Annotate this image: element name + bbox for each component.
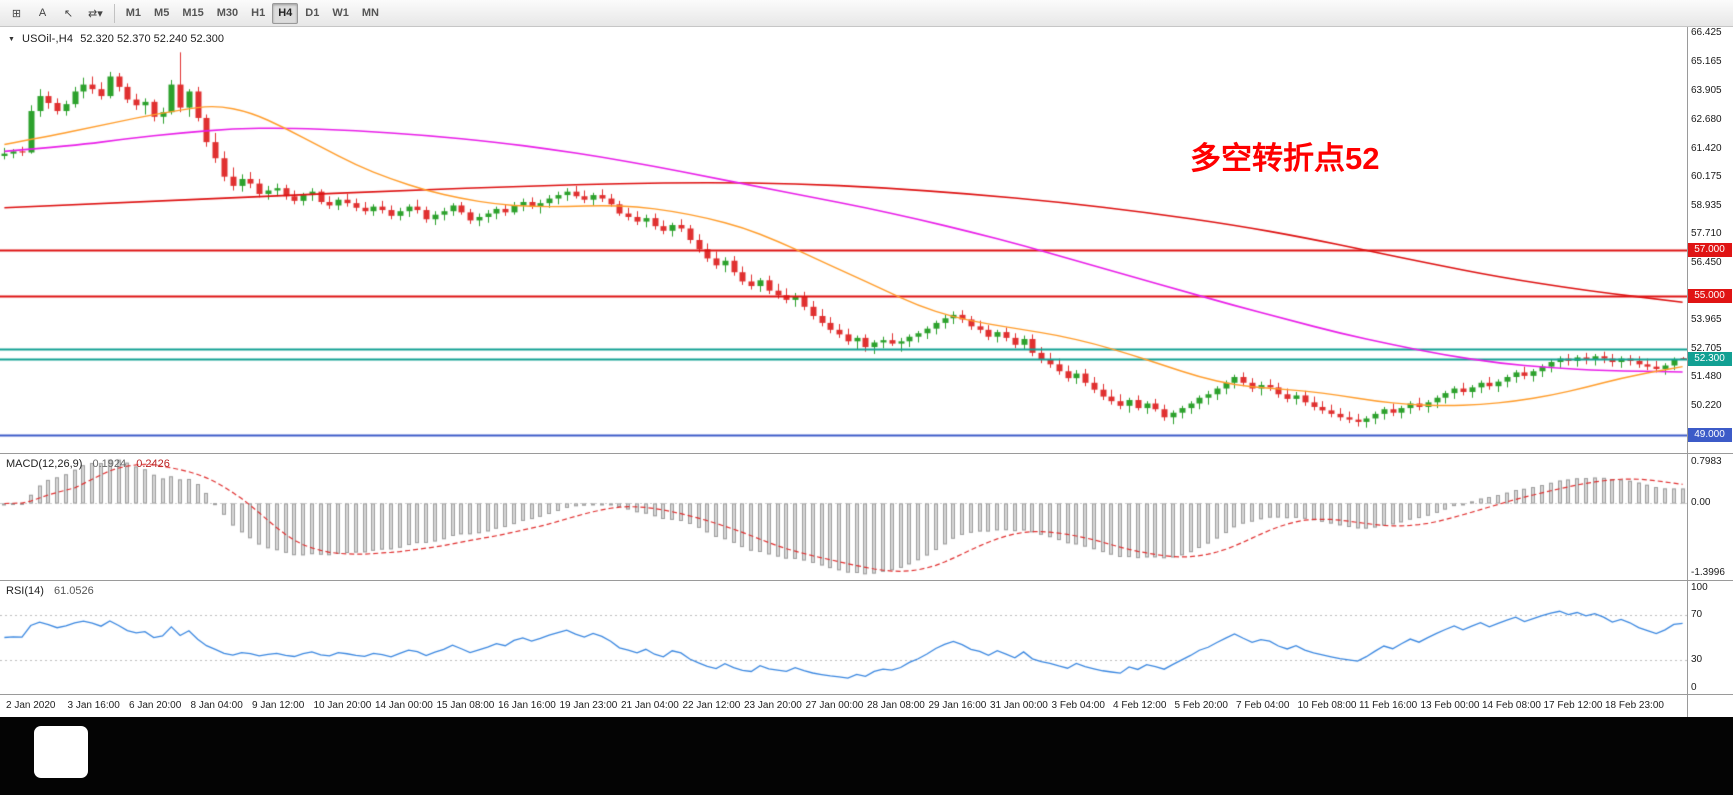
panel-separator [0, 694, 1733, 695]
macd-axis: 0.7983 0.00 -1.3996 [1687, 454, 1733, 580]
time-axis-label: 10 Feb 08:00 [1297, 700, 1357, 711]
timeframe-button-d1[interactable]: D1 [299, 3, 325, 24]
timeframe-button-mn[interactable]: MN [356, 3, 385, 24]
time-axis-label: 3 Jan 16:00 [67, 700, 120, 711]
time-axis-label: 9 Jan 12:00 [252, 700, 305, 711]
macd-panel: 0.7983 0.00 -1.3996 MACD(12,26,9) 0.1924 0… [0, 454, 1733, 580]
time-axis-label: 21 Jan 04:00 [621, 700, 679, 711]
cursor-tool-button[interactable]: ↖ [56, 3, 81, 24]
main-toolbar: ⊞ A ↖ ⇄▾ M1 M5 M15 M30 H1 H4 D1 W1 MN [0, 0, 1733, 27]
macd-label: MACD(12,26,9) 0.1924 0.2426 [6, 458, 177, 470]
time-axis-label: 29 Jan 16:00 [928, 700, 987, 711]
chart-annotation-text[interactable]: 多空转折点52 [1190, 141, 1380, 176]
timeframe-button-h4[interactable]: H4 [272, 2, 299, 24]
symbol-timeframe-label: USOil-,H4 [21, 33, 74, 45]
price-axis-label: 53.965 [1691, 314, 1722, 326]
price-axis-label: 63.905 [1691, 85, 1722, 97]
time-axis-label: 11 Feb 16:00 [1359, 700, 1418, 711]
time-axis-label: 5 Feb 20:00 [1174, 700, 1228, 711]
price-axis-label: 57.710 [1691, 228, 1722, 239]
chart-grid-icon-button[interactable]: ⊞ [4, 3, 29, 24]
text-annotation-button[interactable]: A [30, 3, 55, 24]
time-axis-label: 6 Jan 20:00 [129, 700, 182, 711]
time-axis-label: 14 Jan 00:00 [375, 700, 433, 711]
taskbar-item[interactable] [34, 726, 88, 778]
timeframe-group: M1 M5 M15 M30 H1 H4 D1 W1 MN [120, 2, 385, 24]
time-axis-label: 8 Jan 04:00 [190, 700, 243, 711]
time-axis-label: 10 Jan 20:00 [313, 700, 372, 711]
chart-title: ▼ USOil-,H4 52.320 52.370 52.240 52.300 [8, 33, 224, 45]
rsi-canvas[interactable] [0, 581, 1687, 694]
time-axis-label: 22 Jan 12:00 [682, 700, 741, 711]
price-axis-badge: 49.000 [1687, 427, 1732, 442]
macd-value-signal: 0.2426 [136, 458, 170, 470]
price-axis-label: 50.220 [1691, 400, 1722, 412]
price-axis-badge: 55.000 [1687, 289, 1732, 304]
price-axis-label: 51.480 [1691, 371, 1722, 383]
panel-separator[interactable] [0, 580, 1733, 581]
toolbar-separator [113, 3, 115, 23]
time-axis-label: 7 Feb 04:00 [1236, 700, 1290, 711]
macd-value-main: 0.1924 [92, 458, 127, 470]
time-axis-label: 23 Jan 20:00 [744, 700, 802, 711]
timeframe-button-m30[interactable]: M30 [211, 3, 244, 24]
rsi-scale-30: 30 [1691, 654, 1703, 666]
price-axis-label: 61.420 [1691, 142, 1722, 154]
time-axis-label: 14 Feb 08:00 [1482, 700, 1541, 711]
time-axis-label: 13 Feb 00:00 [1420, 700, 1480, 711]
toolbar-left-group: ⊞ A ↖ ⇄▾ [4, 3, 109, 24]
timeframe-button-h1[interactable]: H1 [245, 3, 271, 24]
price-axis-separator [1687, 27, 1688, 717]
price-axis-label: 62.680 [1691, 113, 1722, 125]
macd-canvas[interactable] [0, 454, 1687, 580]
price-axis-badge: 52.300 [1687, 351, 1732, 366]
time-axis-label: 3 Feb 04:00 [1051, 700, 1105, 711]
rsi-scale-100: 100 [1691, 582, 1708, 593]
time-axis-label: 15 Jan 08:00 [436, 700, 495, 711]
rsi-scale-0: 0 [1691, 682, 1697, 693]
taskbar [0, 717, 1733, 795]
rsi-panel: 100 70 30 0 RSI(14) 61.0526 [0, 581, 1733, 694]
rsi-label: RSI(14) 61.0526 [6, 585, 101, 597]
collapse-arrow-icon[interactable]: ▼ [8, 35, 15, 43]
rsi-value: 61.0526 [53, 585, 94, 597]
timeframe-button-w1[interactable]: W1 [326, 3, 355, 24]
panel-separator[interactable] [0, 453, 1733, 454]
timeframe-button-m5[interactable]: M5 [148, 3, 175, 24]
macd-scale-min: -1.3996 [1691, 567, 1725, 578]
timeframe-button-m15[interactable]: M15 [176, 3, 209, 24]
price-chart-panel: 66.425 65.165 63.905 62.680 61.420 60.175 58.9… [0, 27, 1733, 453]
time-axis-label: 18 Feb 23:00 [1605, 700, 1664, 711]
time-axis-label: 17 Feb 12:00 [1543, 700, 1603, 711]
timeframe-button-m1[interactable]: M1 [120, 3, 147, 24]
price-axis-label: 66.425 [1691, 27, 1722, 39]
price-axis-label: 52.705 [1691, 343, 1722, 355]
price-axis-label: 58.935 [1691, 199, 1722, 211]
price-axis-label: 56.450 [1691, 257, 1722, 269]
macd-scale-zero: 0.00 [1691, 497, 1711, 509]
rsi-scale-70: 70 [1691, 608, 1703, 620]
price-axis-label: 65.165 [1691, 56, 1722, 68]
timeframe-switch-button[interactable]: ⇄▾ [82, 3, 109, 24]
macd-scale-max: 0.7983 [1691, 456, 1722, 467]
price-axis-label: 60.175 [1691, 171, 1722, 183]
price-axis-badge: 57.000 [1687, 243, 1732, 258]
time-axis: 2 Jan 2020 3 Jan 16:00 6 Jan 20:00 8 Jan 04… [0, 695, 1733, 717]
time-axis-label: 31 Jan 00:00 [990, 700, 1048, 711]
time-axis-label: 16 Jan 16:00 [498, 700, 556, 711]
rsi-axis: 100 70 30 0 [1687, 581, 1733, 694]
time-axis-label: 28 Jan 08:00 [867, 700, 925, 711]
price-chart-canvas[interactable] [0, 27, 1687, 453]
macd-name: MACD(12,26,9) [6, 458, 83, 470]
ohlc-readout: 52.320 52.370 52.240 52.300 [80, 33, 224, 45]
main-price-axis: 66.425 65.165 63.905 62.680 61.420 60.175 58.9… [1687, 27, 1733, 453]
time-axis-label: 4 Feb 12:00 [1113, 700, 1167, 711]
time-axis-label: 27 Jan 00:00 [805, 700, 864, 711]
rsi-name: RSI(14) [6, 585, 44, 597]
time-axis-label: 2 Jan 2020 [6, 700, 56, 711]
time-axis-label: 19 Jan 23:00 [559, 700, 618, 711]
